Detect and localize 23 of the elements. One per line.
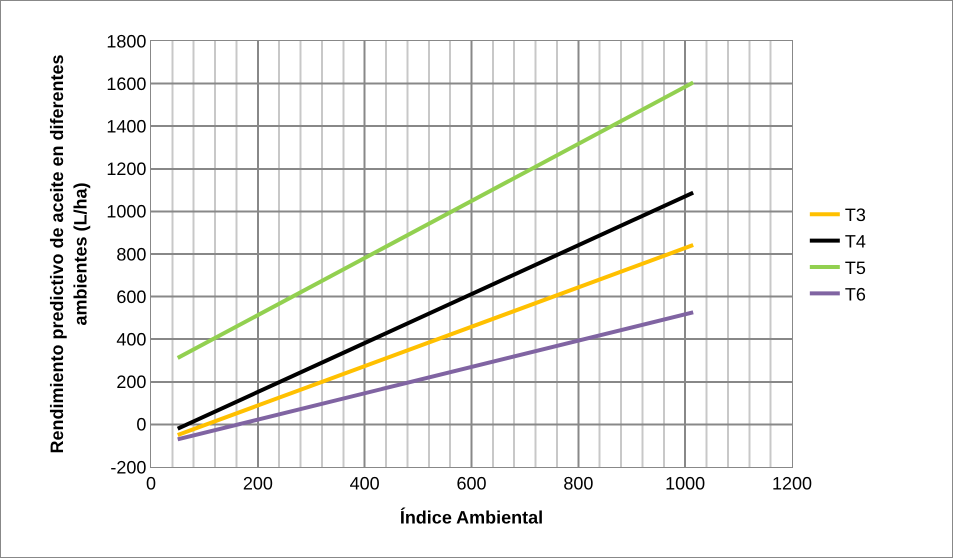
x-tick-label: 400	[350, 474, 380, 494]
legend-label: T3	[844, 205, 866, 226]
y-tick-label: 0	[136, 414, 146, 435]
y-tick-label: 800	[116, 244, 146, 264]
y-tick-label: -200	[110, 457, 146, 478]
legend-label: T6	[844, 284, 866, 304]
y-axis-title: Rendimiento predictivo de aceite en diferentes ambientes (L/ha)	[47, 54, 91, 454]
x-tick-label: 600	[456, 474, 487, 494]
x-tick-label: 1000	[665, 474, 706, 494]
y-tick-label: 1800	[106, 31, 146, 52]
y-tick-label: 1200	[106, 159, 146, 180]
x-axis-title: Índice Ambiental	[400, 508, 544, 528]
x-tick-label: 1200	[772, 474, 812, 494]
y-tick-label: 1400	[106, 116, 146, 136]
y-tick-label: 1600	[106, 74, 146, 94]
y-tick-label: 200	[116, 372, 146, 392]
y-tick-label: 600	[116, 286, 146, 307]
legend-label: T5	[844, 258, 866, 278]
legend-label: T4	[844, 232, 866, 252]
x-tick-label: 800	[563, 474, 594, 494]
y-tick-label: 1000	[106, 202, 146, 222]
y-tick-label: 400	[116, 330, 146, 350]
x-tick-label: 200	[242, 474, 273, 494]
